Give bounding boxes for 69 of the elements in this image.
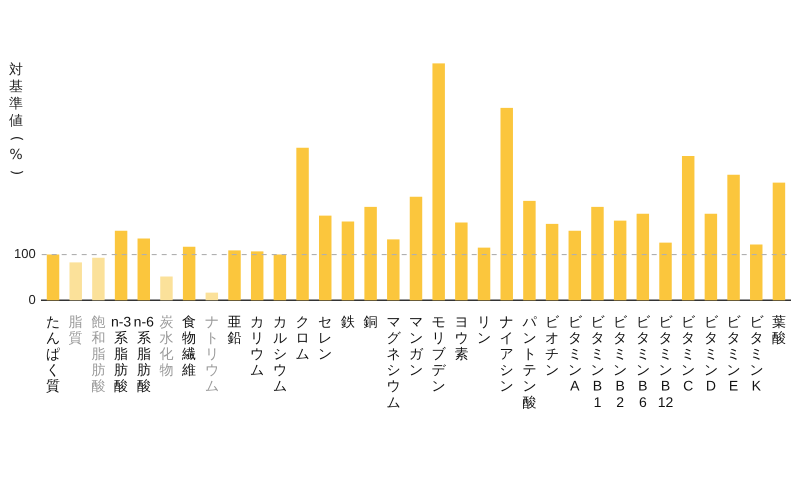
x-tick-label: ビタミンC [681, 313, 696, 394]
x-tick-label: マンガン [408, 313, 424, 378]
bar [296, 148, 309, 300]
bar [432, 63, 445, 300]
x-tick-label: ビタミンA [568, 313, 583, 394]
bar [614, 220, 626, 300]
bar [92, 258, 105, 300]
x-tick-label: 亜鉛 [228, 313, 242, 346]
bar [727, 174, 740, 300]
y-tick-label: 100 [14, 246, 36, 262]
bar [455, 222, 468, 300]
x-tick-label: クロム [296, 313, 310, 362]
x-tick-label: 飽和脂肪酸 [91, 313, 106, 394]
x-tick-label: 炭水化物 [159, 313, 174, 378]
x-tick-label: ナイアシン [500, 313, 514, 394]
x-tick-label: ビタミンE [726, 313, 742, 394]
bar [342, 222, 354, 300]
x-tick-label: 脂質 [68, 313, 83, 346]
bar [750, 244, 762, 300]
x-tick-label: たんぱく質 [46, 313, 60, 394]
bar [69, 262, 82, 300]
x-tick-label: ナトリウム [204, 313, 219, 394]
x-tick-label: ビオチン [545, 313, 560, 378]
x-tick-label: 食物繊維 [181, 313, 196, 378]
x-tick-label: カルシウム [272, 313, 287, 394]
x-tick-label: マグネシウム [386, 313, 402, 410]
x-tick-label: カリウム [250, 313, 264, 378]
bar [478, 248, 490, 300]
x-tick-label: ビタミンB6 [636, 313, 651, 410]
x-tick-label: ビタミンB12 [658, 313, 674, 410]
bar [591, 206, 604, 300]
y-axis-title: 対基準値(%) [8, 62, 24, 178]
x-tick-label: 葉酸 [772, 313, 786, 346]
bar [206, 292, 218, 300]
bar [250, 251, 264, 300]
bar [704, 214, 718, 300]
x-tick-label: ビタミンD [704, 313, 719, 394]
bar [659, 242, 672, 300]
bar [682, 156, 694, 300]
x-tick-label: モリブデン [432, 313, 447, 394]
bar [387, 239, 400, 300]
bar [568, 230, 582, 300]
x-tick-label: 鉄 [340, 313, 355, 330]
x-tick-label: セレン [318, 313, 332, 362]
bar [182, 246, 196, 300]
bar [523, 200, 536, 300]
x-tick-label: ビタミンB1 [590, 313, 606, 410]
x-tick-label: n-3系脂肪酸 [110, 313, 132, 394]
x-tick-label: ヨウ素 [454, 313, 468, 362]
x-tick-label: ビタミンK [749, 313, 764, 394]
bar [410, 196, 422, 300]
x-tick-label: n-6系脂肪酸 [134, 313, 154, 394]
bar [636, 214, 650, 300]
x-tick-label: ビタミンB2 [613, 313, 628, 410]
bar [364, 206, 377, 300]
y-tick-label: 0 [28, 292, 36, 307]
bar [546, 224, 558, 300]
bar [228, 250, 241, 300]
bar [500, 108, 513, 300]
bar [772, 182, 786, 300]
bar [46, 254, 60, 300]
bar [319, 216, 332, 300]
x-tick-label: 銅 [364, 313, 378, 330]
bar [114, 230, 128, 300]
x-tick-label: パントテン酸 [521, 313, 538, 410]
bar [138, 238, 150, 300]
bar [160, 276, 173, 300]
bar [274, 254, 286, 300]
x-tick-label: リン [477, 313, 492, 346]
